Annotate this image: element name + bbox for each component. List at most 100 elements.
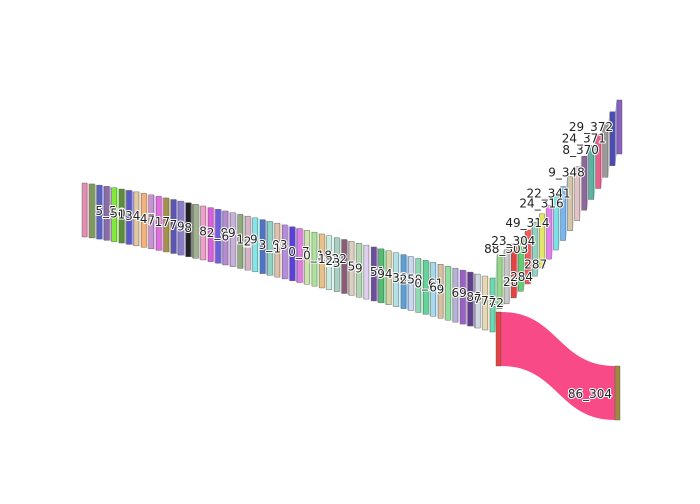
link-band [376, 246, 379, 303]
node-bar[interactable] [341, 239, 347, 294]
node-bar[interactable] [170, 199, 177, 254]
node-bar[interactable] [296, 228, 303, 283]
node-bar[interactable] [126, 190, 132, 245]
link-band [116, 187, 120, 244]
node-bar[interactable] [348, 241, 355, 296]
link-band [487, 276, 490, 332]
link-band [565, 176, 568, 241]
link-band [443, 264, 446, 321]
link-band-86_304 [501, 312, 615, 420]
node-bar[interactable] [378, 248, 384, 304]
node-bar[interactable] [118, 188, 125, 244]
node-bar[interactable] [546, 204, 552, 260]
link-band [94, 183, 97, 240]
node-bar[interactable] [452, 267, 459, 323]
link-band [302, 228, 305, 285]
node-bar[interactable] [467, 271, 473, 327]
node-label: 69 [451, 286, 466, 300]
node-bar[interactable] [489, 277, 496, 333]
link-band [614, 100, 617, 166]
link-band [435, 262, 439, 319]
node-bar[interactable] [200, 205, 206, 261]
node-bar[interactable] [274, 222, 281, 278]
node-bar[interactable] [334, 237, 340, 292]
node-bar[interactable] [282, 224, 288, 280]
node-bar[interactable] [244, 215, 251, 271]
node-bar[interactable] [111, 187, 117, 242]
node-bar[interactable] [460, 269, 466, 325]
node-bar[interactable] [539, 213, 545, 269]
node-bar[interactable] [363, 244, 370, 300]
node-bar[interactable] [89, 183, 95, 239]
node-bar[interactable] [393, 252, 399, 307]
node-bar[interactable] [259, 219, 266, 274]
node-bar[interactable] [96, 184, 103, 240]
node-bar[interactable] [609, 111, 616, 166]
node-bar[interactable] [510, 243, 517, 299]
node-bar[interactable] [430, 262, 436, 317]
link-band [472, 272, 476, 329]
node-bar[interactable] [163, 197, 169, 253]
node-bar-86_304[interactable] [614, 365, 621, 421]
node-bar[interactable] [155, 196, 162, 251]
node-bar[interactable] [371, 246, 377, 302]
node-bar[interactable] [560, 186, 566, 241]
node-bar[interactable] [141, 193, 147, 248]
node-bar[interactable] [445, 265, 451, 321]
node-bar[interactable] [423, 260, 429, 315]
node-bar[interactable] [532, 221, 538, 277]
node-bar[interactable] [304, 230, 310, 285]
node-label: 9 [355, 261, 363, 275]
node-bar[interactable] [185, 202, 192, 257]
node-bar[interactable] [148, 194, 154, 250]
link-band [558, 186, 561, 251]
node-bar[interactable] [415, 258, 422, 313]
link-band [530, 222, 533, 284]
node-bar[interactable] [408, 256, 414, 311]
node-bar[interactable] [385, 250, 392, 305]
node-bar[interactable] [356, 243, 362, 298]
node-bar[interactable] [474, 273, 481, 329]
node-label: 8 [184, 221, 192, 235]
node-bar[interactable] [495, 311, 502, 367]
node-bar[interactable] [616, 99, 623, 155]
node-bar[interactable] [588, 145, 594, 200]
node-bar[interactable] [289, 226, 295, 281]
node-bar[interactable] [311, 231, 318, 287]
node-bar[interactable] [553, 195, 559, 251]
node-bar[interactable] [482, 275, 488, 331]
node-label: 94 [377, 267, 392, 281]
node-bar[interactable] [437, 264, 444, 319]
node-label: 88 [466, 290, 481, 304]
node-label: 17 [155, 215, 170, 229]
node-bar[interactable] [215, 209, 221, 264]
node-bar[interactable] [525, 229, 531, 285]
node-bar[interactable] [81, 182, 88, 238]
node-bar[interactable] [133, 191, 140, 247]
node-bar[interactable] [222, 210, 229, 266]
node-bar[interactable] [503, 249, 510, 305]
node-label: 284 [510, 270, 533, 284]
node-bar[interactable] [518, 237, 524, 292]
link-band [294, 226, 298, 283]
node-bar[interactable] [252, 217, 258, 273]
node-bar[interactable] [400, 254, 407, 309]
node-bar[interactable] [581, 155, 587, 211]
node-bar[interactable] [319, 233, 325, 289]
node-bar[interactable] [326, 235, 332, 290]
node-bar[interactable] [237, 214, 243, 269]
node-bar[interactable] [602, 123, 609, 178]
node-bar[interactable] [207, 207, 214, 262]
node-bar[interactable] [595, 134, 602, 189]
node-bar[interactable] [574, 166, 580, 221]
node-bar[interactable] [104, 186, 110, 241]
node-bar[interactable] [178, 200, 184, 256]
node-bar[interactable] [496, 254, 503, 310]
node-bar[interactable] [193, 204, 199, 259]
node-bar[interactable] [230, 212, 236, 267]
link-band [516, 237, 519, 298]
node-bar[interactable] [267, 221, 273, 276]
node-label: 2 [325, 254, 333, 268]
node-bar[interactable] [567, 176, 573, 231]
